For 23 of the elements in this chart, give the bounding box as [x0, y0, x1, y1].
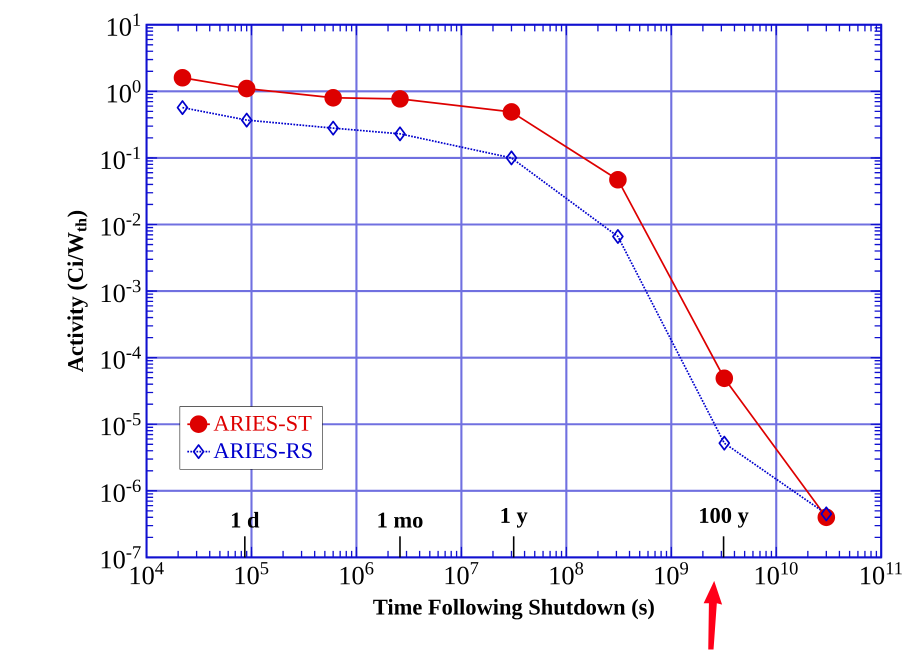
x-tick-label: 10$^{4}$ [130, 562, 164, 584]
ref-line-label: 1 y [501, 508, 528, 528]
x-tick-label: 10$^{7}$ [446, 562, 478, 584]
y-tick-label: 10$^{-3}$ [102, 280, 141, 302]
y-tick-label: 10$^{-6}$ [102, 479, 141, 502]
x-tick-label: 10$^{6}$ [340, 562, 374, 584]
legend-label: ARIES-ST [214, 416, 312, 431]
ref-line-label: 1 mo [378, 512, 423, 528]
y-tick-label: 10$^{0}$ [108, 80, 141, 102]
x-tick-label: 10$^{5}$ [236, 562, 268, 584]
legend-label: ARIES-RS [214, 442, 312, 458]
x-tick-label: 10$^{8}$ [550, 562, 584, 584]
y-tick-label: 10$^{-5}$ [102, 412, 141, 436]
y-tick-label: 10$^{-4}$ [102, 346, 141, 369]
y-tick-label: 10$^{-2}$ [102, 213, 140, 236]
x-tick-label: 10$^{10}$ [756, 562, 798, 584]
x-tick-label: 10$^{9}$ [655, 562, 688, 584]
x-tick-label: 10$^{11}$ [861, 562, 902, 584]
y-tick-label: 10$^{-1}$ [102, 146, 140, 169]
x-axis-title: Time Following Shutdown (s) [373, 598, 654, 620]
y-axis-title: Activity (Ci/W$_{th}$) [67, 210, 88, 372]
y-tick-label: 10$^{1}$ [108, 13, 140, 36]
ref-line-label: 100 y [700, 508, 749, 528]
